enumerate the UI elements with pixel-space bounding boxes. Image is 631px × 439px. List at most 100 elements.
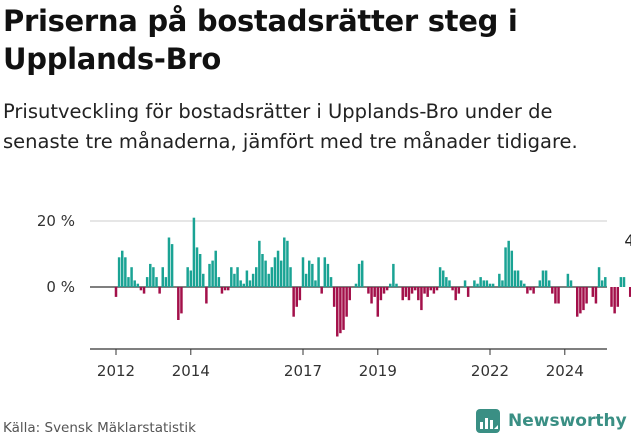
bar [155, 277, 158, 287]
bar [526, 287, 529, 294]
bar [292, 287, 295, 317]
y-tick-label: 20 % [37, 212, 75, 230]
bar [597, 267, 601, 287]
bar [392, 263, 395, 287]
newsworthy-logo: Newsworthy [475, 408, 627, 434]
bar [576, 287, 579, 317]
bar [582, 287, 585, 311]
bar [255, 267, 258, 287]
bar [211, 260, 214, 287]
newsworthy-wordmark: Newsworthy [508, 411, 627, 431]
bar [167, 237, 171, 287]
bar [220, 287, 224, 294]
bar [507, 240, 510, 287]
bar [348, 287, 351, 301]
bar [410, 287, 414, 294]
y-tick-label: 0 % [46, 278, 75, 296]
bar [510, 250, 514, 287]
bar [616, 287, 620, 307]
bar [423, 287, 426, 294]
x-tick-label: 2022 [471, 362, 509, 380]
x-tick-label: 2012 [97, 362, 135, 380]
bar [117, 257, 121, 287]
bar [195, 247, 199, 287]
bar [314, 280, 317, 287]
x-tick-label: 2014 [172, 362, 210, 380]
bar [186, 267, 189, 287]
bar [311, 263, 314, 287]
bar [332, 287, 336, 307]
bar [519, 280, 523, 287]
bar [223, 287, 227, 291]
bar [541, 270, 545, 287]
bar [407, 287, 411, 301]
bar [202, 273, 205, 287]
bar [569, 280, 573, 287]
bar-layer [114, 217, 631, 337]
bar [142, 287, 146, 294]
bar [317, 257, 320, 287]
bar [610, 287, 613, 307]
bar [479, 277, 482, 287]
last-value-label: 4 % [624, 231, 631, 250]
bar [516, 270, 520, 287]
bar [208, 263, 211, 287]
bar [485, 280, 489, 287]
source-credit: Källa: Svensk Mäklarstatistik [3, 420, 196, 436]
bar [354, 283, 358, 287]
bar [326, 263, 330, 287]
axis-layer [90, 348, 607, 355]
bar [198, 254, 202, 287]
bar [476, 283, 479, 287]
bar [304, 273, 308, 287]
bar [441, 270, 445, 287]
bar [189, 270, 193, 287]
bar [445, 277, 448, 287]
label-layer: 0 % 20 % 4 % 2012 2014 2017 2019 2022 2024 [37, 212, 631, 380]
bar [544, 270, 548, 287]
bar [429, 287, 433, 291]
bar [438, 267, 442, 287]
bar-chart: 0 % 20 % 4 % 2012 2014 2017 2019 2022 2024 [37, 212, 631, 380]
bar [513, 270, 517, 287]
bar [370, 287, 373, 304]
bar [320, 287, 323, 294]
bar [504, 247, 507, 287]
bar [482, 280, 485, 287]
bar [164, 277, 168, 287]
bar [491, 283, 495, 287]
bar [295, 287, 298, 307]
bar [177, 287, 180, 320]
bar [242, 283, 246, 287]
bar [258, 240, 261, 287]
bar [205, 287, 208, 304]
bar [551, 287, 554, 294]
bar [532, 287, 535, 294]
bar [139, 287, 143, 291]
bar [566, 273, 570, 287]
chart-subtitle: Prisutveckling för bostadsrätter i Uppla… [3, 100, 578, 153]
bar [457, 287, 461, 294]
bar [451, 287, 454, 291]
bar [557, 287, 560, 304]
bar [273, 257, 277, 287]
bar [339, 287, 342, 334]
bar [454, 287, 457, 301]
bar [261, 254, 264, 287]
bar [600, 280, 604, 287]
bar [301, 257, 305, 287]
bar [267, 273, 270, 287]
bar [289, 267, 292, 287]
bar [298, 287, 302, 301]
bar [463, 280, 467, 287]
bar [554, 287, 557, 304]
bar [152, 267, 155, 287]
bar [270, 267, 274, 287]
bar [307, 260, 311, 287]
bar [579, 287, 582, 314]
bar [426, 287, 429, 297]
bar [622, 277, 626, 287]
bar [585, 287, 588, 304]
bar [604, 277, 607, 287]
bar [245, 270, 249, 287]
